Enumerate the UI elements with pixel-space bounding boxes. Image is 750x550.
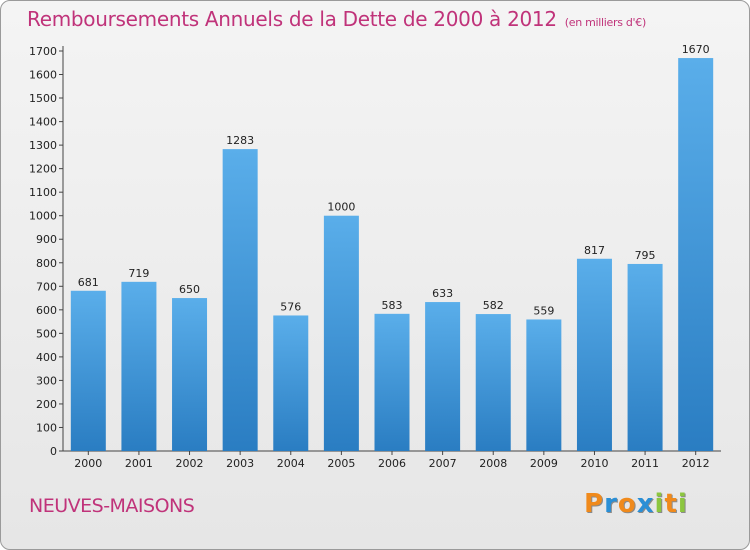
x-tick-label: 2008	[479, 457, 507, 470]
x-tick-label: 2010	[580, 457, 608, 470]
y-tick-label: 200	[36, 398, 57, 411]
y-tick-label: 700	[36, 280, 57, 293]
bar	[576, 258, 612, 451]
logo-letter: t	[664, 489, 678, 519]
axes: 0 100 200 300 400 500 600 700 800 900 1000 1100 1200…	[29, 45, 721, 470]
y-tick-label: 1300	[29, 139, 57, 152]
y-tick-label: 400	[36, 351, 57, 364]
x-tick-label: 2005	[327, 457, 355, 470]
bar-value-label: 1000	[327, 201, 355, 214]
x-tick-label: 2004	[277, 457, 305, 470]
bar-value-label: 582	[483, 299, 504, 312]
logo-letter: P	[584, 489, 605, 519]
y-tick-label: 600	[36, 304, 57, 317]
chart-title: Remboursements Annuels de la Dette de 20…	[27, 7, 646, 31]
logo-letter: x	[636, 489, 655, 519]
x-tick-label: 2000	[74, 457, 102, 470]
proxiti-logo: Proxiti	[584, 489, 688, 519]
logo-letter: o	[617, 489, 637, 519]
logo-letter: r	[604, 489, 618, 519]
y-tick-label: 900	[36, 233, 57, 246]
chart-unit: (en milliers d'€)	[564, 16, 646, 29]
y-tick-label: 1500	[29, 92, 57, 105]
y-tick-label: 1200	[29, 163, 57, 176]
x-tick-label: 2003	[226, 457, 254, 470]
bar-value-label: 795	[635, 249, 656, 262]
x-tick-label: 2002	[176, 457, 204, 470]
bar	[273, 315, 309, 451]
bar-value-label: 583	[382, 299, 403, 312]
chart-title-text: Remboursements Annuels de la Dette de 20…	[27, 7, 557, 31]
bar-value-label: 559	[533, 304, 554, 317]
y-tick-label: 300	[36, 374, 57, 387]
bar-value-label: 817	[584, 244, 605, 257]
logo-letter: i	[654, 489, 665, 519]
bar	[678, 58, 714, 451]
bar	[323, 215, 359, 451]
bar-value-label: 650	[179, 283, 200, 296]
y-tick-label: 800	[36, 257, 57, 270]
bar-value-label: 719	[128, 267, 149, 280]
bar	[374, 313, 410, 451]
bar-value-label: 633	[432, 287, 453, 300]
bars	[70, 58, 714, 451]
x-tick-label: 2007	[429, 457, 457, 470]
y-tick-label: 1600	[29, 69, 57, 82]
x-tick-label: 2006	[378, 457, 406, 470]
y-tick-label: 0	[50, 445, 57, 458]
bar	[627, 263, 663, 451]
y-tick-label: 1000	[29, 210, 57, 223]
bar	[222, 149, 258, 451]
labels: 681 719 650 1283 576 1000 583 633 582 559 817 795 16…	[78, 43, 710, 317]
y-tick-label: 1400	[29, 116, 57, 129]
y-tick-label: 1100	[29, 186, 57, 199]
x-tick-label: 2012	[682, 457, 710, 470]
logo-letter: i	[677, 489, 688, 519]
bar	[475, 314, 511, 451]
bar	[121, 281, 157, 451]
x-tick-label: 2001	[125, 457, 153, 470]
bar-value-label: 681	[78, 276, 99, 289]
bar-value-label: 576	[280, 300, 301, 313]
bar	[425, 302, 461, 451]
x-tick-label: 2009	[530, 457, 558, 470]
bar-value-label: 1670	[682, 43, 710, 56]
y-tick-label: 1700	[29, 45, 57, 58]
bar	[526, 319, 562, 451]
y-tick-label: 500	[36, 327, 57, 340]
bar	[70, 290, 106, 451]
y-tick-label: 100	[36, 421, 57, 434]
bar-value-label: 1283	[226, 134, 254, 147]
commune-name: NEUVES-MAISONS	[29, 495, 195, 517]
bar	[172, 298, 208, 451]
x-tick-label: 2011	[631, 457, 659, 470]
